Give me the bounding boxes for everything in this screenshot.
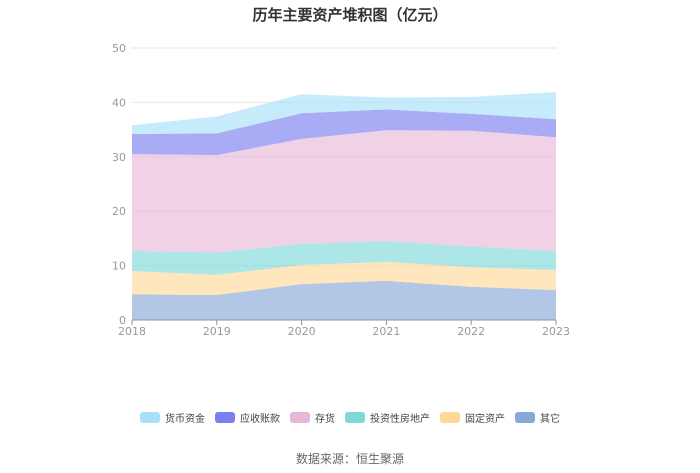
legend-swatch [215, 412, 235, 423]
stacked-area-chart: 0 10 20 30 40 50 2018 2019 2020 2021 2022 2023 [112, 42, 570, 338]
area-货币资金 [132, 92, 556, 134]
legend-label: 投资性房地产 [370, 414, 430, 425]
legend-label: 货币资金 [165, 414, 205, 425]
legend: 货币资金 应收账款 存货 投资性房地产 固定资产 其它 [0, 410, 700, 425]
y-tick-label: 20 [112, 205, 126, 218]
area-投资性房地产 [132, 241, 556, 275]
x-tick-label: 2023 [542, 325, 570, 338]
legend-swatch [440, 412, 460, 423]
legend-item[interactable]: 存货 [290, 410, 335, 425]
legend-label: 其它 [540, 414, 560, 425]
y-tick-label: 40 [112, 96, 126, 109]
x-tick-label: 2018 [118, 325, 146, 338]
legend-label: 应收账款 [240, 414, 280, 425]
legend-item[interactable]: 应收账款 [215, 410, 280, 425]
x-tick-label: 2022 [457, 325, 485, 338]
legend-label: 固定资产 [465, 414, 505, 425]
legend-item[interactable]: 投资性房地产 [345, 410, 430, 425]
y-tick-label: 10 [112, 260, 126, 273]
legend-item[interactable]: 固定资产 [440, 410, 505, 425]
legend-swatch [515, 412, 535, 423]
chart-title: 历年主要资产堆积图（亿元） [252, 6, 448, 24]
area-其它 [132, 280, 556, 320]
legend-item[interactable]: 货币资金 [140, 410, 205, 425]
y-tick-label: 30 [112, 151, 126, 164]
legend-label: 存货 [315, 414, 335, 425]
legend-swatch [290, 412, 310, 423]
x-tick-label: 2020 [288, 325, 316, 338]
y-tick-label: 50 [112, 42, 126, 55]
legend-swatch [345, 412, 365, 423]
data-source: 数据来源：恒生聚源 [295, 452, 404, 466]
area-存货 [132, 130, 556, 253]
legend-swatch [140, 412, 160, 423]
area-固定资产 [132, 261, 556, 295]
x-tick-label: 2021 [372, 325, 400, 338]
x-tick-label: 2019 [203, 325, 231, 338]
y-tick-label: 0 [119, 314, 126, 327]
legend-item[interactable]: 其它 [515, 410, 560, 425]
area-应收账款 [132, 109, 556, 156]
